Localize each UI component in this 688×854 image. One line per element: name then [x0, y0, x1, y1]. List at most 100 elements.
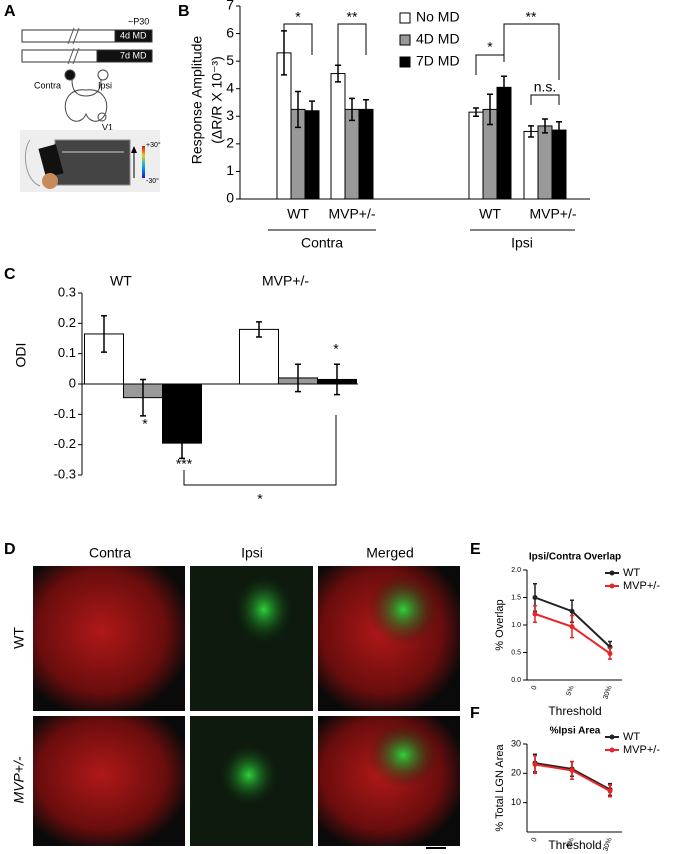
error-bar	[309, 100, 315, 122]
legend-label: MVP+/-	[623, 744, 660, 756]
y-axis-label: % Total LGN Area	[494, 744, 506, 832]
x-axis-label: Threshold	[548, 704, 601, 718]
y-tick-label: 0.1	[58, 345, 76, 360]
error-bar	[487, 93, 493, 126]
x-tick-label: WT	[110, 273, 132, 289]
legend-label: 7D MD	[416, 53, 460, 69]
timeline-diagram	[21, 27, 153, 65]
bar	[537, 125, 553, 200]
y-tick-label: 7	[226, 0, 234, 13]
annotation: *	[142, 416, 148, 432]
legend-swatch	[399, 12, 411, 24]
y-tick-label: 20	[511, 768, 521, 778]
x-tick-label: MVP+/-	[262, 273, 309, 289]
y-tick-label: 0	[226, 190, 234, 206]
chart-title: %Ipsi Area	[550, 726, 601, 737]
row-label: WT	[11, 627, 27, 649]
panel-label: B	[178, 3, 190, 20]
x-tick-label: 30%	[602, 685, 613, 701]
legend-label: No MD	[416, 9, 460, 25]
y-axis-label: Response Amplitude	[189, 36, 205, 165]
bar-label: 4d MD	[120, 30, 147, 40]
y-tick-label: -0.1	[54, 406, 76, 421]
error-bar	[101, 315, 107, 353]
point	[532, 595, 538, 600]
angle-label: -30°	[146, 177, 159, 185]
y-tick-label: 30	[511, 738, 521, 748]
annotation: *	[257, 491, 263, 507]
x-tick-label: 30%	[602, 837, 613, 853]
significance-bracket	[268, 23, 575, 231]
error-bar	[556, 121, 562, 140]
area-label: V1	[102, 122, 113, 132]
point	[607, 788, 613, 794]
significance-bracket	[183, 415, 337, 486]
annotation: *	[487, 39, 493, 55]
legend-swatch	[399, 56, 411, 68]
bar	[344, 108, 360, 200]
bar	[304, 110, 320, 200]
y-tick-label: 5	[226, 52, 234, 68]
y-tick-label: 1.0	[511, 622, 521, 629]
bar	[523, 130, 539, 200]
y-axis-label: (ΔR/R X 10⁻³)	[209, 56, 225, 144]
x-tick-label: 0	[531, 685, 539, 691]
setup-diagram	[20, 130, 160, 192]
row-label: MVP+/-	[11, 756, 27, 803]
y-axis-label: ODI	[13, 343, 29, 368]
point	[532, 611, 538, 617]
y-tick-label: 6	[226, 24, 234, 40]
error-bar	[295, 363, 301, 393]
y-tick-label: 0.5	[511, 649, 521, 656]
y-tick-label: 10	[511, 797, 521, 807]
y-tick-label: -0.2	[54, 436, 76, 451]
annotation: *	[333, 341, 339, 357]
bar	[358, 108, 374, 200]
x-tick-label: WT	[287, 206, 309, 222]
annotation: ***	[176, 456, 193, 472]
x-tick-label: MVP+/-	[529, 206, 576, 222]
column-label: Merged	[366, 545, 413, 561]
y-tick-label: 1.5	[511, 594, 521, 601]
annotation: **	[347, 9, 358, 25]
legend-swatch	[609, 734, 615, 740]
group-label: Contra	[301, 235, 343, 251]
y-tick-label: 2.0	[511, 567, 521, 574]
y-tick-label: 1	[226, 162, 234, 178]
y-tick-label: 0.0	[511, 677, 521, 684]
y-tick-label: 0	[69, 375, 76, 390]
y-tick-label: 0.3	[58, 284, 76, 299]
error-bar	[295, 90, 301, 129]
eye-label: Contra	[34, 80, 61, 90]
x-tick-label: 5%	[566, 685, 576, 697]
point	[607, 651, 613, 657]
legend-label: WT	[623, 567, 640, 579]
error-bar	[140, 378, 146, 417]
bar	[496, 86, 512, 200]
point	[569, 767, 575, 773]
column-label: Contra	[89, 545, 131, 561]
error-bar	[256, 321, 262, 338]
annotation: *	[295, 9, 301, 25]
point	[569, 624, 575, 630]
legend-swatch	[399, 34, 411, 46]
legend-label: MVP+/-	[623, 580, 660, 592]
group-label: Ipsi	[511, 235, 533, 251]
bar	[551, 129, 567, 200]
y-tick-label: -0.3	[54, 466, 76, 481]
panel-label: C	[4, 266, 16, 283]
brain-diagram	[64, 69, 109, 122]
legend-swatch	[609, 583, 615, 589]
y-tick-label: 2	[226, 135, 234, 151]
error-bar	[542, 118, 548, 134]
annotation: **	[526, 9, 537, 25]
error-bar	[473, 107, 479, 118]
panel-label: F	[470, 705, 480, 722]
annotation: n.s.	[534, 79, 557, 95]
micrograph-grid	[33, 566, 460, 854]
panel-label: D	[4, 541, 16, 558]
y-tick-label: 0.2	[58, 315, 76, 330]
error-bar	[334, 363, 340, 396]
error-bar	[349, 97, 355, 122]
